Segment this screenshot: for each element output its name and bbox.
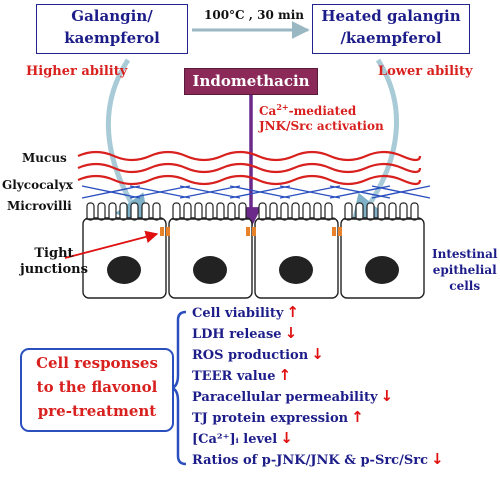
- epithelial-line1: Intestinal: [432, 247, 498, 261]
- tight-junctions-label: Tight junctions: [20, 246, 88, 278]
- mechanism-ca: Ca: [259, 104, 277, 118]
- mechanism-mediated: -mediated: [288, 104, 357, 118]
- indomethacin-box: Indomethacin: [184, 68, 318, 95]
- lower-ability-label: Lower ability: [378, 64, 473, 79]
- response-item: Cell viability ↑: [192, 303, 299, 321]
- cell-responses-line1: Cell responses: [36, 354, 158, 372]
- tight-junctions-line2: junctions: [20, 262, 88, 277]
- cell-nuclei: [107, 256, 399, 284]
- response-item-label: Cell viability: [192, 306, 284, 321]
- increase-arrow-icon: ↑: [351, 408, 364, 426]
- higher-ability-label: Higher ability: [26, 64, 128, 79]
- response-item-label: LDH release: [192, 327, 282, 342]
- response-item-label: TEER value: [192, 369, 276, 384]
- microvilli: [86, 202, 419, 221]
- tight-junction-pointer: [64, 230, 159, 259]
- galangin-box: Galangin/ kaempferol: [36, 4, 188, 54]
- mucus-label: Mucus: [22, 151, 67, 165]
- response-item: ROS production ↓: [192, 345, 324, 363]
- response-item-label: TJ protein expression: [192, 411, 349, 426]
- heated-box-line2: /kaempferol: [340, 29, 442, 47]
- glycocalyx-label: Glycocalyx: [2, 178, 73, 192]
- increase-arrow-icon: ↑: [286, 303, 299, 321]
- microvilli-label: Microvilli: [7, 199, 72, 213]
- increase-arrow-icon: ↑: [278, 366, 292, 384]
- epithelial-line3: cells: [449, 279, 481, 293]
- epithelial-cells-label: Intestinal epithelial cells: [432, 246, 497, 294]
- glycocalyx-layer: [81, 185, 431, 199]
- response-item-label: ROS production: [192, 348, 309, 363]
- mechanism-ca-charge: 2+: [276, 102, 289, 112]
- galangin-box-line1: Galangin/: [71, 7, 153, 25]
- heated-galangin-box: Heated galangin /kaempferol: [312, 4, 470, 54]
- response-item-label: [Ca²⁺]ᵢ level: [192, 432, 278, 447]
- response-item-label: Ratios of p-JNK/JNK & p-Src/Src: [192, 453, 428, 468]
- decrease-arrow-icon: ↓: [380, 387, 394, 405]
- response-item: Ratios of p-JNK/JNK & p-Src/Src ↓: [192, 450, 444, 468]
- response-item: LDH release ↓: [192, 324, 297, 342]
- mucus-layer: [77, 150, 422, 186]
- mechanism-line2: JNK/Src activation: [259, 119, 384, 133]
- decrease-arrow-icon: ↓: [431, 450, 444, 468]
- heated-box-line1: Heated galangin: [321, 7, 461, 25]
- decrease-arrow-icon: ↓: [311, 345, 324, 363]
- response-item: TEER value ↑: [192, 366, 291, 384]
- tight-junctions: [160, 227, 342, 236]
- cell-responses-box: Cell responses to the flavonol pre-treat…: [20, 348, 174, 432]
- response-item-label: Paracellular permeability: [192, 390, 378, 405]
- galangin-box-line2: kaempferol: [64, 29, 160, 47]
- cell-responses-line2: to the flavonol: [36, 378, 158, 396]
- response-item: TJ protein expression ↑: [192, 408, 364, 426]
- epithelial-line2: epithelial: [432, 263, 497, 277]
- tight-junctions-line1: Tight: [34, 246, 74, 261]
- response-item: [Ca²⁺]ᵢ level ↓: [192, 429, 293, 447]
- decrease-arrow-icon: ↓: [284, 324, 298, 342]
- decrease-arrow-icon: ↓: [280, 429, 293, 447]
- cell-responses-line3: pre-treatment: [37, 402, 157, 420]
- response-item: Paracellular permeability ↓: [192, 387, 393, 405]
- mechanism-label: Ca2+-mediated JNK/Src activation: [259, 100, 384, 134]
- heating-condition: 100°C , 30 min: [204, 8, 304, 22]
